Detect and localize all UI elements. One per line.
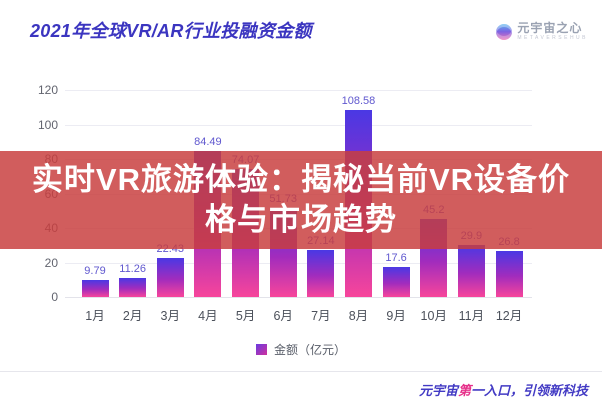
footer-slogan-highlight: 第 bbox=[457, 383, 471, 398]
brand-logo: 元宇宙之心 METAVERSEHUB bbox=[496, 22, 588, 41]
headline-line2: 格与市场趋势 bbox=[205, 202, 397, 237]
y-axis-tick-0: 0 bbox=[51, 290, 58, 304]
metaverse-logo-icon bbox=[496, 23, 513, 40]
headline-banner-overlay: 实时VR旅游体验：揭秘当前VR设备价 格与市场趋势 bbox=[0, 151, 602, 249]
legend-label: 金额（亿元） bbox=[273, 343, 346, 357]
chart-legend: 金额（亿元） bbox=[0, 341, 602, 358]
y-axis-tick-100: 100 bbox=[37, 117, 58, 132]
y-axis-tick-20: 20 bbox=[44, 255, 58, 270]
logo-name: 元宇宙之心 bbox=[517, 21, 583, 35]
gridline-120 bbox=[65, 90, 532, 91]
bar-1月 bbox=[81, 280, 109, 297]
headline-line1: 实时VR旅游体验：揭秘当前VR设备价 bbox=[31, 162, 571, 197]
x-axis-label-3月: 3月 bbox=[160, 309, 180, 323]
x-axis-label-4月: 4月 bbox=[198, 309, 218, 323]
x-axis-label-7月: 7月 bbox=[311, 309, 331, 323]
bar-value-9月: 17.6 bbox=[385, 251, 407, 264]
x-axis-label-5月: 5月 bbox=[235, 309, 256, 323]
x-axis-label-8月: 8月 bbox=[348, 309, 369, 323]
bar-2月 bbox=[119, 277, 147, 297]
x-axis-label-9月: 9月 bbox=[386, 309, 406, 323]
bar-value-4月: 84.49 bbox=[194, 136, 222, 149]
y-axis-tick-120: 120 bbox=[37, 83, 58, 97]
x-axis-label-10月: 10月 bbox=[420, 309, 447, 323]
x-axis-label-1月: 1月 bbox=[85, 309, 105, 323]
bar-11月 bbox=[457, 245, 485, 297]
x-axis-label-11月: 11月 bbox=[458, 309, 485, 323]
bar-9月 bbox=[382, 266, 410, 297]
bar-7月 bbox=[307, 250, 335, 297]
x-axis-label-12月: 12月 bbox=[495, 309, 523, 323]
page-title: 2021年全球VR/AR行业投融资金额 bbox=[30, 21, 312, 41]
logo-subtext: METAVERSEHUB bbox=[517, 35, 588, 41]
gridline-0 bbox=[65, 297, 532, 298]
footer-divider bbox=[0, 371, 602, 372]
footer-slogan-part1: 元宇宙 bbox=[418, 383, 458, 398]
bar-value-8月: 108.58 bbox=[341, 94, 376, 107]
x-axis-label-6月: 6月 bbox=[273, 309, 293, 323]
gridline-20 bbox=[65, 262, 532, 264]
x-axis-label-2月: 2月 bbox=[122, 309, 143, 323]
logo-text: 元宇宙之心 METAVERSEHUB bbox=[517, 22, 588, 41]
bar-value-2月: 11.26 bbox=[119, 262, 146, 275]
bar-3月 bbox=[156, 258, 184, 297]
footer-slogan: 元宇宙第一入口，引领新科技 bbox=[419, 380, 588, 399]
footer-slogan-part2: 一入口，引领新科技 bbox=[470, 383, 588, 398]
legend-swatch bbox=[255, 344, 267, 355]
gridline-100 bbox=[65, 124, 532, 126]
bar-value-1月: 9.79 bbox=[84, 265, 106, 278]
bar-12月 bbox=[495, 250, 523, 297]
